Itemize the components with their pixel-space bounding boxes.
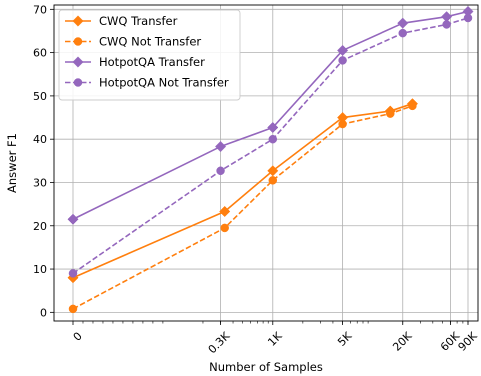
x-axis-title: Number of Samples — [209, 360, 323, 374]
data-point — [338, 56, 347, 65]
data-point — [386, 109, 395, 118]
series-1 — [67, 98, 418, 284]
data-point — [215, 140, 227, 153]
data-point — [267, 165, 279, 177]
legend-item: HotpotQA Transfer — [65, 55, 205, 69]
y-tick-label: 0 — [40, 306, 47, 319]
data-point — [408, 101, 417, 111]
y-axis-title: Answer F1 — [5, 133, 19, 193]
legend-item: CWQ Transfer — [65, 14, 178, 28]
data-point — [268, 134, 278, 144]
x-tick-label: 0.3K — [206, 329, 233, 356]
y-tick-label: 30 — [33, 176, 47, 189]
y-tick-label: 50 — [33, 90, 47, 103]
series-4 — [68, 13, 473, 278]
data-point — [398, 28, 407, 38]
legend-marker — [73, 78, 83, 87]
data-point — [337, 44, 349, 57]
series-2 — [68, 101, 417, 314]
x-tick-label: 5K — [335, 329, 355, 349]
data-point — [267, 121, 279, 134]
legend-label: HotpotQA Not Transfer — [99, 76, 229, 90]
data-point — [338, 119, 347, 129]
y-tick-label: 40 — [33, 133, 47, 146]
plot-area-frame — [53, 4, 479, 322]
y-tick-label: 10 — [33, 263, 47, 276]
legend-label: CWQ Not Transfer — [99, 35, 201, 49]
legend-marker — [72, 15, 84, 27]
legend-box — [58, 9, 241, 101]
data-point — [216, 166, 225, 176]
y-tick-label: 70 — [33, 3, 47, 16]
legend-label: HotpotQA Transfer — [99, 55, 205, 69]
data-point — [397, 17, 409, 29]
legend-marker — [72, 56, 84, 68]
x-tick-label: 90K — [456, 329, 481, 354]
legend-marker — [73, 37, 83, 46]
data-point — [463, 13, 473, 23]
x-tick-label: 1K — [265, 329, 285, 349]
legend: CWQ Transfer CWQ Not Transfer HotpotQA Tra… — [58, 9, 241, 101]
series-line — [72, 102, 413, 279]
data-point — [268, 176, 278, 185]
data-point — [220, 223, 229, 233]
data-point — [68, 269, 78, 278]
y-tick-label: 20 — [33, 220, 47, 233]
series-line — [72, 105, 413, 310]
legend-item: CWQ Not Transfer — [65, 35, 201, 49]
data-point — [68, 304, 78, 314]
x-tick-label: 20K — [390, 329, 415, 354]
data-point — [67, 213, 79, 225]
y-tick-label: 60 — [33, 47, 47, 60]
data-point — [442, 20, 451, 29]
data-series — [67, 5, 474, 314]
data-point — [219, 205, 231, 218]
x-tick-label: 0 — [71, 330, 85, 344]
legend-label: CWQ Transfer — [99, 14, 178, 28]
legend-item: HotpotQA Not Transfer — [65, 76, 229, 90]
